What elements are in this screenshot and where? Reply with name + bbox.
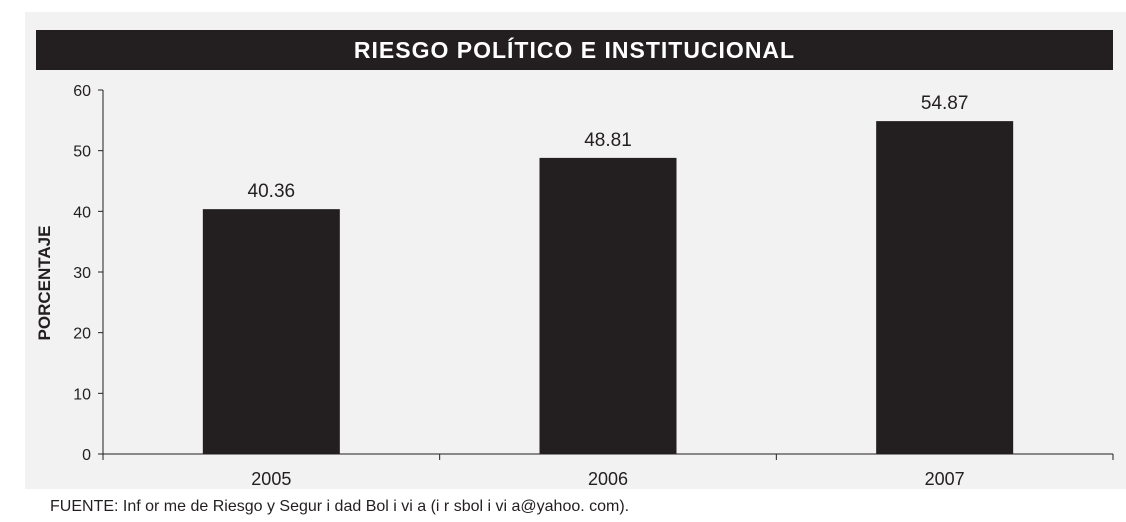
data-label-2007: 54.87 (921, 93, 969, 114)
bar-2007 (876, 121, 1014, 454)
source-footnote: FUENTE: Inf or me de Riesgo y Segur i da… (50, 498, 630, 515)
x-tick-label-2006: 2006 (588, 469, 628, 489)
chart-title: RIESGO POLÍTICO E INSTITUCIONAL (36, 30, 1113, 70)
y-axis-label: PORCENTAJE (35, 226, 54, 341)
y-tick-label: 30 (73, 265, 91, 282)
y-tick-label: 20 (73, 326, 91, 343)
y-tick-label: 40 (73, 204, 91, 221)
x-tick-label-2005: 2005 (251, 469, 291, 489)
data-labels: 40.36 48.81 54.87 (248, 93, 969, 202)
bar-2006 (539, 157, 677, 455)
x-axis: 2005 2006 2007 (102, 453, 1114, 489)
y-tick-label: 10 (73, 386, 91, 403)
data-label-2006: 48.81 (584, 130, 632, 151)
data-label-2005: 40.36 (248, 181, 296, 202)
y-tick-label: 50 (73, 144, 91, 161)
y-tick-label: 0 (82, 447, 91, 464)
y-axis: 0 10 20 30 40 50 60 (73, 83, 104, 464)
bars (202, 121, 1014, 455)
bar-2005 (202, 209, 340, 454)
y-tick-label: 60 (73, 83, 91, 100)
x-tick-label-2007: 2007 (925, 469, 965, 489)
